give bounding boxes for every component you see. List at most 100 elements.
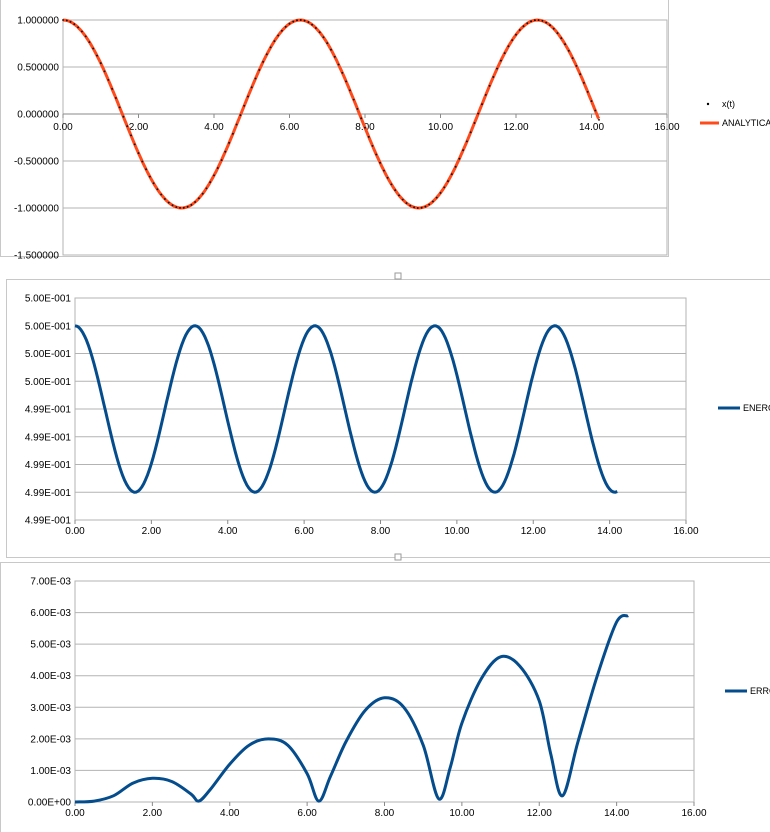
xt-point	[307, 21, 310, 24]
xt-point	[152, 182, 155, 185]
xt-point	[262, 61, 264, 63]
xt-point	[182, 206, 185, 209]
xt-point	[296, 19, 298, 22]
xt-point	[462, 149, 464, 152]
xt-point	[247, 95, 249, 98]
xt-point	[552, 27, 555, 30]
x-tick-label: 0.00	[53, 122, 73, 133]
x-tick-label: 10.00	[444, 526, 469, 537]
xt-point	[473, 122, 476, 124]
xt-point	[171, 204, 174, 207]
chart-error: 7.00E-03 6.00E-03 5.00E-03 4.00E-03 3.00E-03…	[28, 577, 770, 820]
x-tick-label: 4.00	[218, 526, 238, 537]
xt-point	[288, 22, 291, 25]
xt-point	[360, 117, 363, 120]
xt-point	[115, 97, 117, 99]
xt-point	[522, 25, 525, 28]
y-tick-label: -1.500000	[14, 251, 59, 262]
xt-point	[386, 176, 389, 179]
plot-area	[74, 580, 695, 803]
xt-point	[590, 100, 593, 102]
xt-point	[292, 20, 295, 23]
x-tick-label: 2.00	[129, 122, 149, 133]
xt-point	[409, 204, 412, 207]
xt-point	[337, 63, 340, 66]
xt-point	[567, 49, 570, 52]
chart-frame	[0, 0, 669, 257]
y-tick-label: 4.99E-001	[25, 516, 72, 527]
legend-marker-xt	[706, 102, 710, 106]
xt-point	[526, 22, 529, 25]
xt-point	[447, 180, 449, 183]
y-tick-label: 4.99E-001	[25, 405, 72, 416]
series-analytical-line	[62, 18, 601, 210]
xt-point	[345, 80, 347, 83]
xt-point	[235, 123, 238, 126]
xt-point	[148, 175, 151, 178]
xt-point	[141, 160, 144, 163]
xt-point	[156, 188, 159, 191]
xt-point	[69, 21, 72, 23]
xt-point	[62, 19, 64, 21]
xt-point	[564, 43, 566, 46]
xt-point	[367, 136, 370, 138]
xt-point	[96, 54, 98, 57]
resize-handle	[394, 272, 402, 280]
xt-point	[333, 55, 336, 58]
xt-point	[122, 115, 125, 118]
x-tick-label: 4.00	[204, 122, 224, 133]
x-tick-label: 6.00	[294, 526, 314, 537]
y-tick-label: 1.00E-03	[30, 766, 71, 777]
xt-point	[469, 131, 472, 134]
y-tick-label: -0.500000	[14, 157, 59, 168]
y-tick-label: 0.500000	[17, 63, 59, 74]
xt-point	[326, 42, 329, 44]
xt-point	[303, 19, 306, 22]
xt-point	[130, 134, 132, 137]
xt-point	[65, 19, 68, 22]
xt-point	[356, 108, 359, 110]
xt-point	[481, 103, 483, 106]
xt-point	[401, 198, 404, 201]
xt-point	[375, 153, 378, 156]
xt-point	[284, 25, 287, 28]
xt-point	[492, 76, 495, 78]
legend: x(t) ANALYTICAL	[700, 99, 770, 128]
xt-point	[466, 140, 468, 143]
legend-label-error: ERRO	[750, 686, 770, 696]
xt-point	[205, 187, 208, 190]
xt-point	[586, 91, 589, 93]
x-tick-label: 0.00	[65, 808, 85, 819]
xt-point	[239, 114, 242, 117]
y-tick-label: 1.000000	[17, 16, 59, 27]
legend: ERRO	[725, 686, 770, 696]
xt-point	[77, 26, 79, 29]
x-tick-label: 4.00	[220, 808, 240, 819]
x-tick-label: 12.00	[527, 808, 552, 819]
plot-area	[62, 19, 668, 256]
xt-point	[99, 62, 102, 65]
xt-point	[111, 88, 113, 90]
y-tick-label: 4.00E-03	[30, 671, 71, 682]
xt-point	[281, 29, 283, 32]
x-tick-label: 14.00	[597, 526, 622, 537]
xt-point	[598, 119, 600, 121]
xt-point	[556, 32, 559, 34]
y-tick-label: 6.00E-03	[30, 608, 71, 619]
xt-point	[541, 19, 544, 22]
y-tick-label: 0.000000	[17, 110, 59, 121]
xt-point	[443, 186, 446, 189]
xt-point	[88, 41, 91, 43]
xt-point	[379, 161, 381, 164]
x-tick-label: 16.00	[681, 808, 706, 819]
xt-point	[432, 200, 434, 203]
xt-point	[364, 126, 366, 129]
xt-point	[133, 143, 136, 146]
chart-frame	[0, 562, 770, 832]
xt-point	[424, 205, 427, 208]
xt-point	[560, 37, 563, 40]
xt-point	[515, 33, 517, 36]
xt-point	[179, 207, 181, 209]
y-tick-label: 5.00E-001	[25, 349, 72, 360]
